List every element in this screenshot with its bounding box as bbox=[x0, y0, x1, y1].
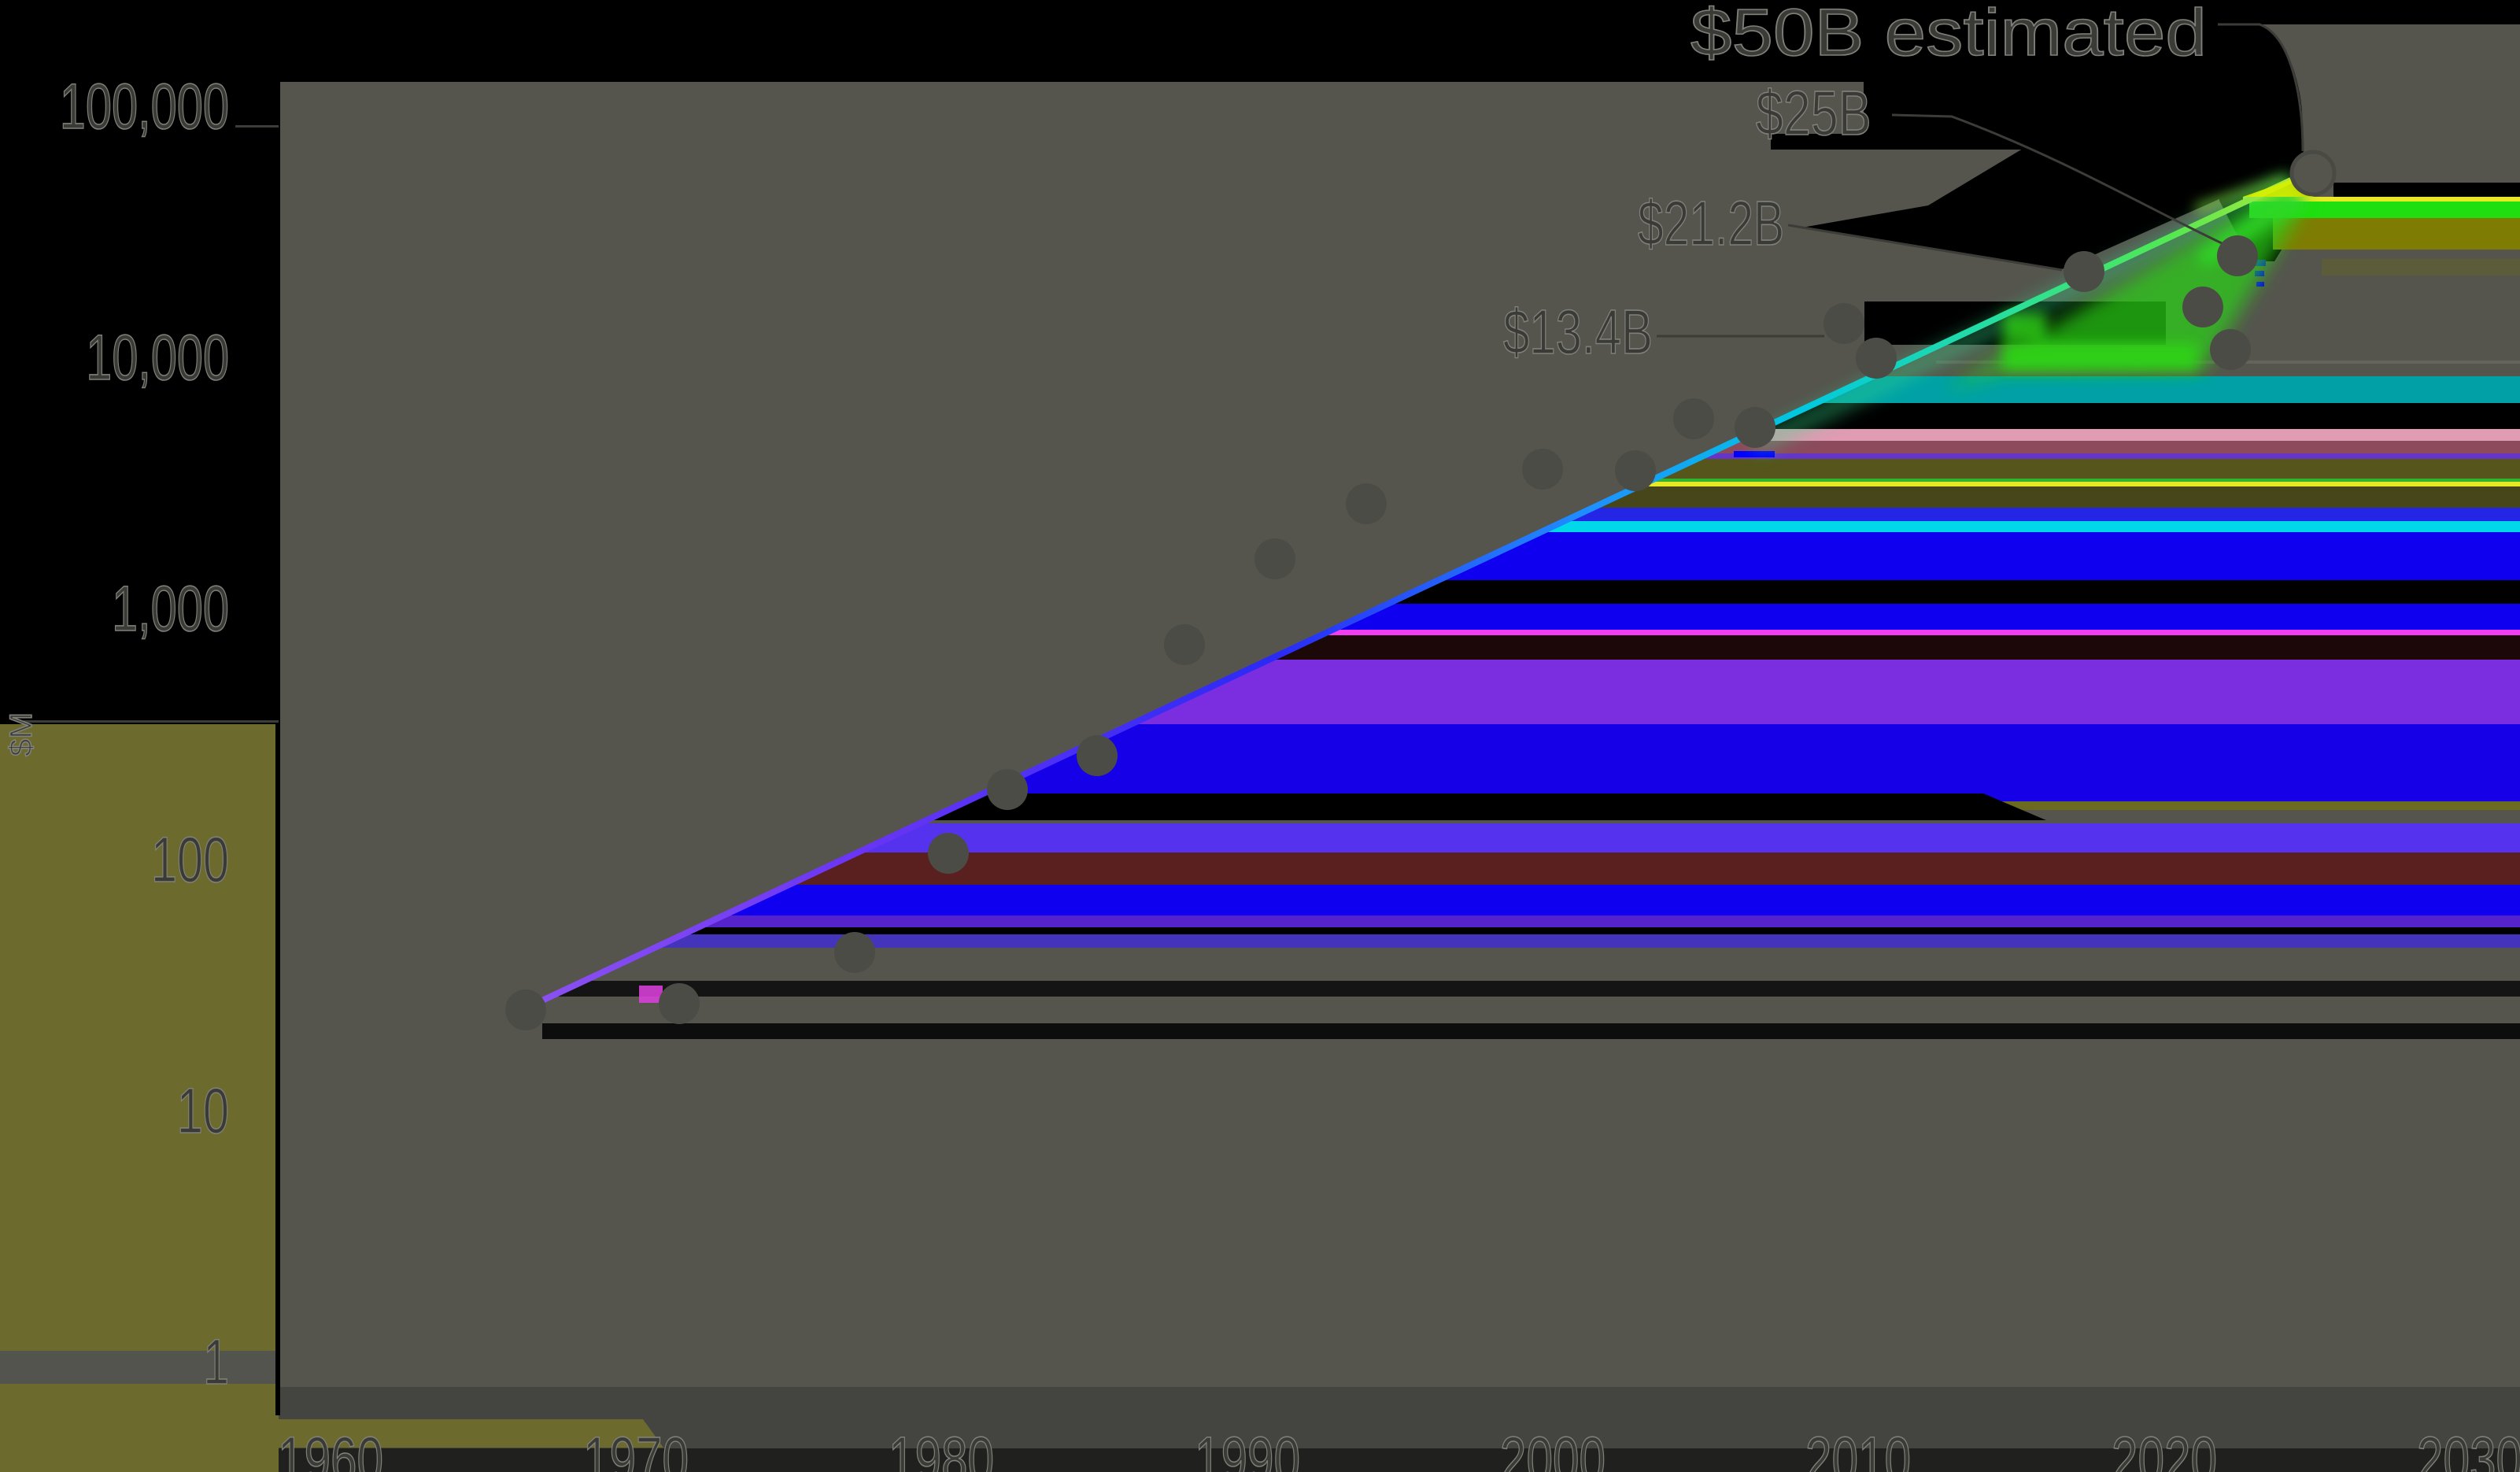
svg-text:1970: 1970 bbox=[583, 1422, 689, 1472]
svg-text:$21.2B: $21.2B bbox=[1638, 189, 1784, 259]
svg-text:1: 1 bbox=[203, 1325, 229, 1398]
svg-text:2010: 2010 bbox=[1805, 1422, 1911, 1472]
svg-text:1960: 1960 bbox=[278, 1422, 383, 1472]
svg-text:1990: 1990 bbox=[1195, 1422, 1300, 1472]
svg-text:$25B: $25B bbox=[1756, 79, 1872, 149]
svg-text:100,000: 100,000 bbox=[60, 69, 229, 142]
svg-text:2020: 2020 bbox=[2112, 1422, 2217, 1472]
svg-text:10,000: 10,000 bbox=[86, 320, 229, 394]
svg-text:100: 100 bbox=[151, 823, 229, 896]
svg-text:2000: 2000 bbox=[1500, 1422, 1605, 1472]
svg-text:10: 10 bbox=[177, 1074, 229, 1147]
svg-text:1,000: 1,000 bbox=[112, 571, 229, 645]
svg-text:2030: 2030 bbox=[2417, 1422, 2520, 1472]
svg-text:$50B estimated: $50B estimated bbox=[1690, 0, 2207, 69]
svg-text:$M: $M bbox=[4, 712, 39, 756]
svg-text:$13.4B: $13.4B bbox=[1503, 298, 1653, 368]
svg-text:1980: 1980 bbox=[889, 1422, 994, 1472]
